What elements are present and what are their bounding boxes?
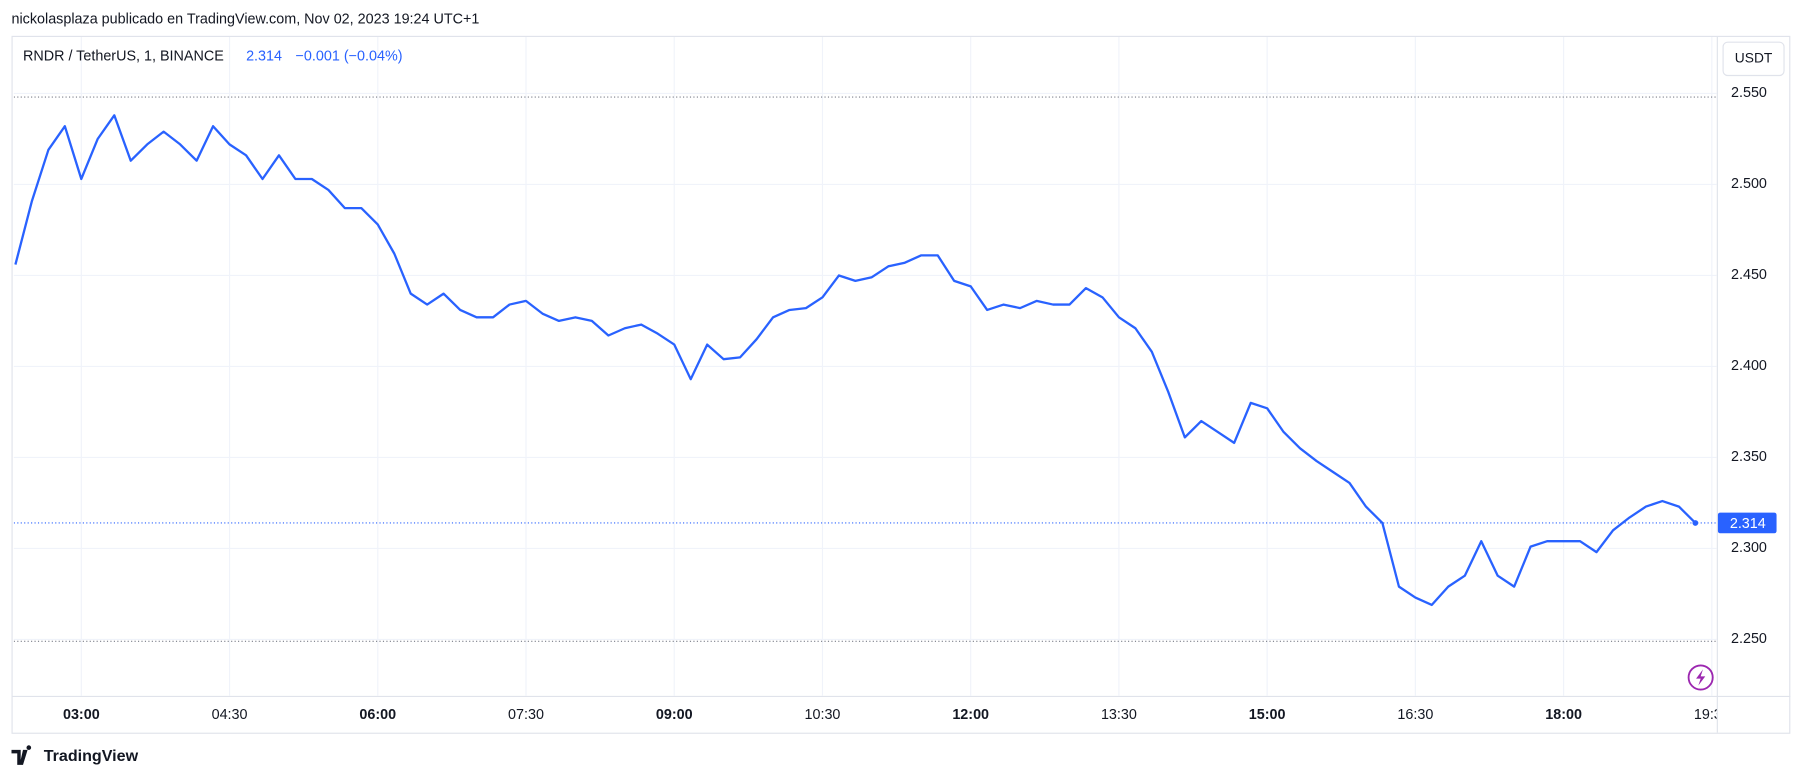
x-tick-label: 15:00 bbox=[1249, 707, 1286, 723]
x-tick-label: 10:30 bbox=[804, 707, 840, 723]
last-point bbox=[1692, 520, 1699, 526]
y-tick-label: 2.350 bbox=[1731, 449, 1767, 465]
x-tick-label: 19:30 bbox=[1694, 707, 1730, 723]
header: nickolasplaza publicado en TradingView.c… bbox=[11, 12, 479, 28]
y-tick-label: 2.500 bbox=[1731, 176, 1767, 192]
brand-logo bbox=[11, 745, 32, 765]
grid bbox=[13, 36, 1717, 696]
y-axis: 2.250 2.300 2.350 2.400 2.450 2.500 2.550 2.314 bbox=[1717, 85, 1777, 647]
y-tick-label: 2.250 bbox=[1731, 631, 1767, 647]
y-tick-label: 2.400 bbox=[1731, 358, 1767, 374]
legend-price: 2.314 bbox=[246, 48, 282, 64]
lightning-icon[interactable] bbox=[1687, 664, 1714, 691]
plot bbox=[13, 96, 1717, 642]
price-tag bbox=[1717, 512, 1777, 534]
x-tick-label: 18:00 bbox=[1545, 707, 1582, 723]
legend-change: −0.001 (−0.04%) bbox=[296, 48, 403, 64]
x-tick-label: 12:00 bbox=[952, 707, 989, 723]
x-tick-label: 13:30 bbox=[1101, 707, 1137, 723]
x-tick-label: 04:30 bbox=[212, 707, 248, 723]
y-tick-label: 2.300 bbox=[1731, 540, 1767, 556]
frame bbox=[11, 35, 1791, 734]
brand: TradingView bbox=[44, 747, 139, 765]
currency-label: USDT bbox=[1735, 50, 1773, 65]
x-tick-label: 03:00 bbox=[63, 707, 100, 723]
y-tick-label: 2.550 bbox=[1731, 85, 1767, 101]
price-tag-label: 2.314 bbox=[1730, 516, 1766, 532]
currency-button[interactable] bbox=[1722, 41, 1785, 77]
symbol-title: RNDR / TetherUS, 1, BINANCE bbox=[23, 48, 224, 64]
lightning-bolt bbox=[1696, 669, 1706, 686]
x-tick-label: 09:00 bbox=[656, 707, 693, 723]
x-axis: 03:00 04:30 06:00 07:30 09:00 10:30 12:00 13:30… bbox=[63, 707, 1730, 723]
x-tick-label: 06:00 bbox=[359, 707, 396, 723]
price-line bbox=[14, 114, 1697, 607]
x-tick-label: 07:30 bbox=[508, 707, 544, 723]
x-tick-label: 16:30 bbox=[1397, 707, 1433, 723]
y-tick-label: 2.450 bbox=[1731, 267, 1767, 283]
